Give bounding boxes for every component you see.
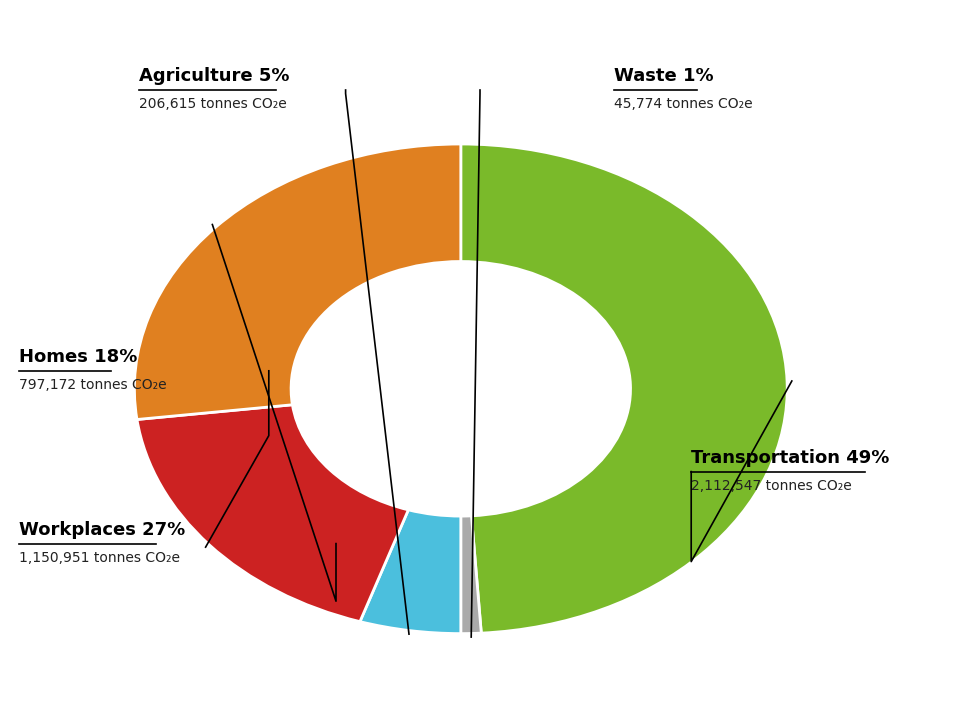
Text: Homes 18%: Homes 18% [19,348,137,366]
Wedge shape [134,144,461,420]
Wedge shape [461,516,481,634]
Wedge shape [360,510,461,634]
Wedge shape [137,405,408,621]
Text: Agriculture 5%: Agriculture 5% [139,67,290,85]
Text: Transportation 49%: Transportation 49% [691,449,890,467]
Text: 206,615 tonnes CO₂e: 206,615 tonnes CO₂e [139,97,287,111]
Text: Waste 1%: Waste 1% [614,67,714,85]
Text: 797,172 tonnes CO₂e: 797,172 tonnes CO₂e [19,378,167,392]
Text: 45,774 tonnes CO₂e: 45,774 tonnes CO₂e [614,97,753,111]
Text: 2,112,547 tonnes CO₂e: 2,112,547 tonnes CO₂e [691,479,852,492]
Text: 1,150,951 tonnes CO₂e: 1,150,951 tonnes CO₂e [19,551,180,564]
Wedge shape [461,144,787,633]
Text: Workplaces 27%: Workplaces 27% [19,521,185,539]
